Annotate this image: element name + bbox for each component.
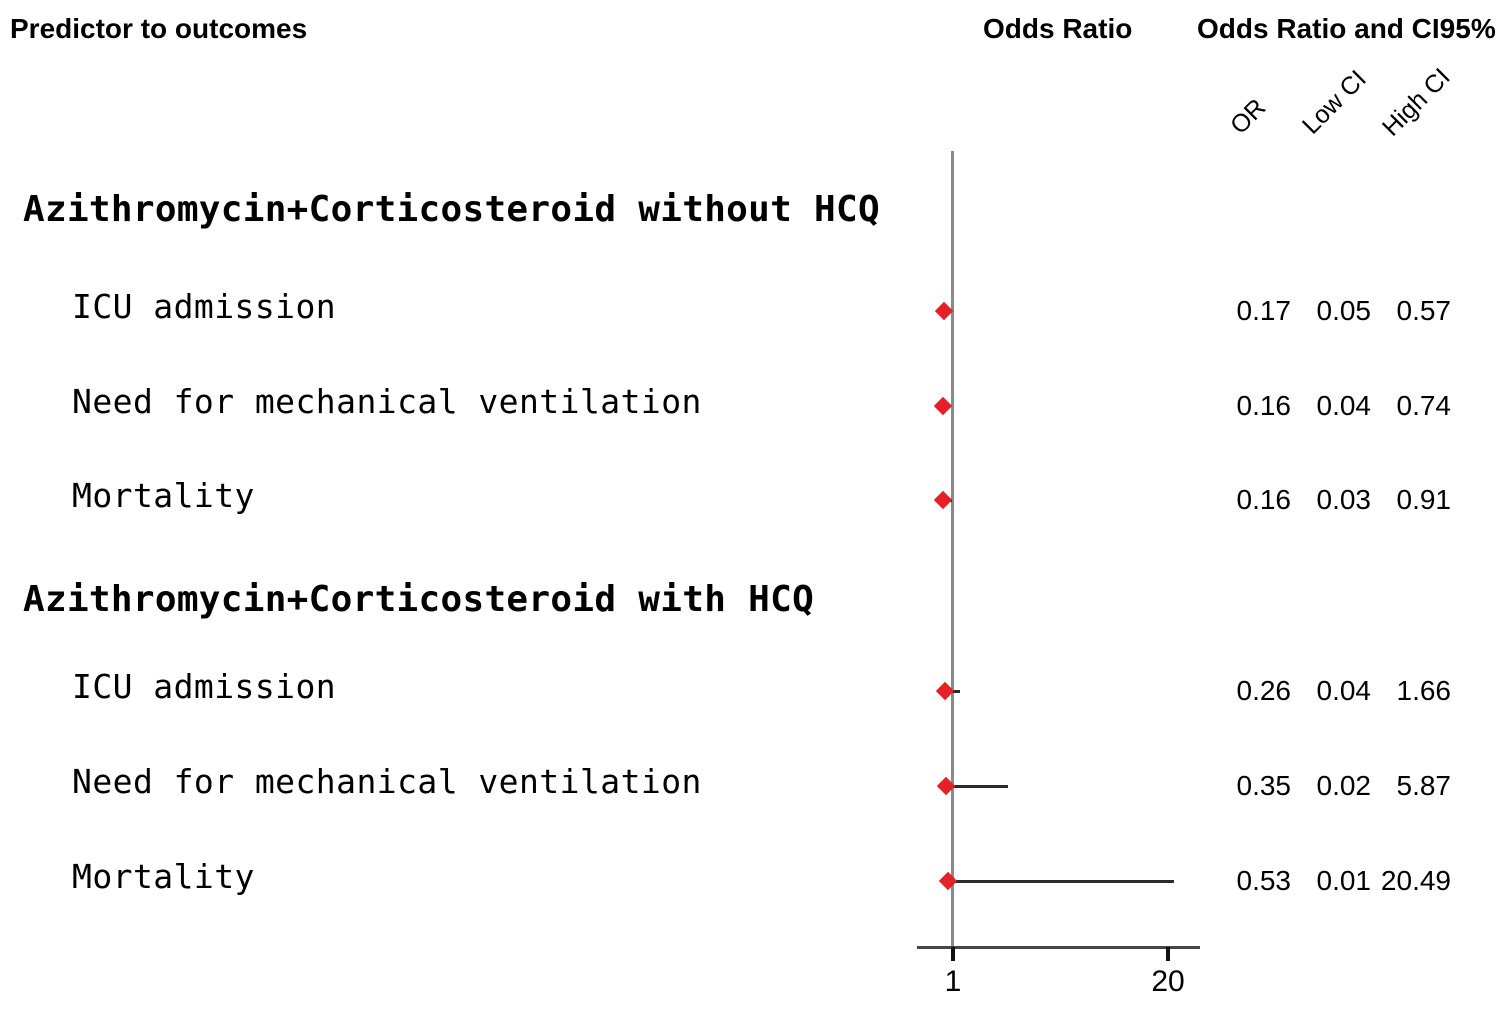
ci-line	[941, 880, 1174, 883]
column-header-odds-ratio: Odds Ratio	[983, 13, 1133, 44]
low-ci-value: 0.04	[1316, 390, 1372, 421]
x-axis-tick-label: 1	[944, 965, 962, 998]
row-label: ICU admission	[72, 667, 337, 706]
or-diamond-marker	[934, 396, 953, 416]
ci-line	[941, 785, 1009, 788]
high-ci-value: 0.57	[1396, 295, 1452, 326]
rotated-header-high-ci: High CI	[1376, 62, 1456, 142]
or-value: 0.17	[1236, 295, 1292, 326]
x-axis-tick	[951, 947, 955, 961]
row-label: Need for mechanical ventilation	[72, 382, 702, 421]
high-ci-value: 0.91	[1396, 484, 1452, 515]
column-header-predictor: Predictor to outcomes	[10, 13, 308, 44]
low-ci-value: 0.05	[1316, 295, 1372, 326]
or-value: 0.53	[1236, 865, 1292, 896]
or-diamond-marker	[938, 871, 957, 891]
rotated-header-or: OR	[1224, 93, 1272, 140]
or-value: 0.16	[1236, 484, 1292, 515]
or-value: 0.26	[1236, 675, 1292, 706]
row-label: Need for mechanical ventilation	[72, 762, 702, 801]
low-ci-value: 0.01	[1316, 865, 1372, 896]
high-ci-value: 20.49	[1380, 865, 1451, 896]
or-diamond-marker	[934, 490, 953, 510]
x-axis-tick-label: 20	[1151, 965, 1185, 998]
high-ci-value: 0.74	[1396, 390, 1452, 421]
or-value: 0.16	[1236, 390, 1292, 421]
group-header: Azithromycin+Corticosteroid without HCQ	[23, 189, 880, 230]
row-label: ICU admission	[72, 287, 337, 326]
column-header-odds-ratio-ci: Odds Ratio and CI95%	[1197, 13, 1496, 44]
high-ci-value: 1.66	[1396, 675, 1452, 706]
reference-line	[951, 151, 954, 948]
low-ci-value: 0.04	[1316, 675, 1372, 706]
group-header: Azithromycin+Corticosteroid with HCQ	[23, 579, 815, 620]
x-axis-line	[917, 946, 1200, 949]
high-ci-value: 5.87	[1396, 770, 1452, 801]
low-ci-value: 0.03	[1316, 484, 1372, 515]
row-label: Mortality	[72, 476, 255, 515]
or-value: 0.35	[1236, 770, 1292, 801]
row-label: Mortality	[72, 857, 255, 896]
rotated-header-low-ci: Low CI	[1296, 64, 1372, 140]
x-axis-tick	[1166, 947, 1170, 961]
low-ci-value: 0.02	[1316, 770, 1372, 801]
